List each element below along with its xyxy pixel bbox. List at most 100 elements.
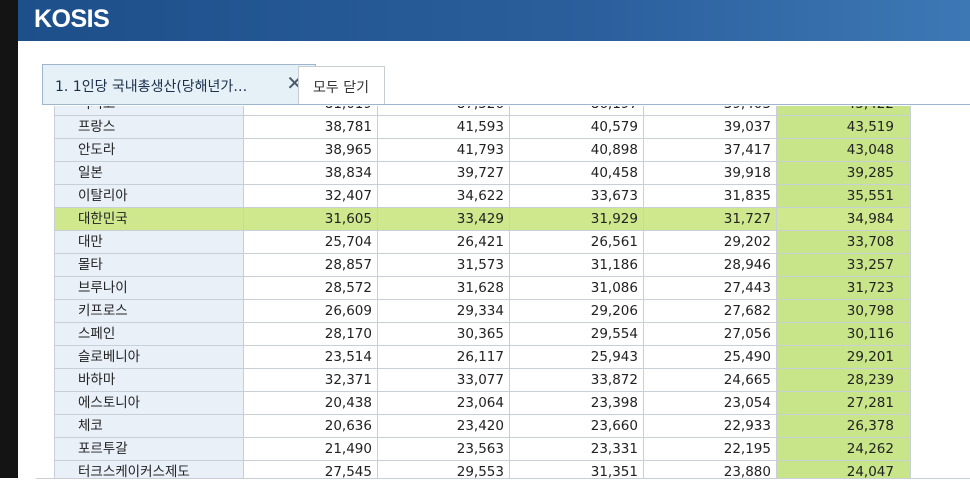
data-cell[interactable]: 30,365 <box>378 323 510 346</box>
data-cell[interactable]: 26,561 <box>510 231 644 254</box>
data-cell[interactable]: 38,781 <box>244 116 378 139</box>
data-cell[interactable]: 29,554 <box>510 323 644 346</box>
data-cell[interactable]: 23,398 <box>510 392 644 415</box>
data-cell[interactable]: 43,519 <box>777 116 911 139</box>
row-header-cell[interactable]: 터크스케이커스제도 <box>54 461 244 478</box>
data-cell[interactable]: 40,898 <box>510 139 644 162</box>
row-header-cell[interactable]: 키프로스 <box>54 300 244 323</box>
row-header-cell[interactable]: 안도라 <box>54 139 244 162</box>
row-header-cell[interactable]: 브루나이 <box>54 277 244 300</box>
data-cell[interactable]: 23,880 <box>644 461 777 478</box>
row-header-cell[interactable]: 대한민국 <box>54 208 244 231</box>
data-cell[interactable]: 33,872 <box>510 369 644 392</box>
data-cell[interactable]: 20,438 <box>244 392 378 415</box>
data-cell[interactable]: 31,186 <box>510 254 644 277</box>
data-cell[interactable]: 31,628 <box>378 277 510 300</box>
data-cell[interactable]: 43,048 <box>777 139 911 162</box>
data-cell[interactable]: 28,857 <box>244 254 378 277</box>
data-cell[interactable]: 30,116 <box>777 323 911 346</box>
row-header-cell[interactable]: 바하마 <box>54 369 244 392</box>
data-cell[interactable]: 34,984 <box>777 208 911 231</box>
data-cell[interactable]: 28,170 <box>244 323 378 346</box>
row-header-cell[interactable]: 일본 <box>54 162 244 185</box>
row-header-cell[interactable]: 포르투갈 <box>54 438 244 461</box>
row-header-cell[interactable]: 체코 <box>54 415 244 438</box>
data-cell[interactable]: 27,443 <box>644 277 777 300</box>
row-header-cell[interactable]: 대만 <box>54 231 244 254</box>
data-cell[interactable]: 29,206 <box>510 300 644 323</box>
data-cell[interactable]: 31,723 <box>777 277 911 300</box>
data-cell[interactable]: 41,793 <box>378 139 510 162</box>
row-header-cell[interactable]: 슬로베니아 <box>54 346 244 369</box>
data-cell[interactable]: 24,262 <box>777 438 911 461</box>
kosis-logo[interactable]: KOSIS <box>34 5 110 33</box>
data-cell[interactable]: 29,334 <box>378 300 510 323</box>
data-cell[interactable]: 25,943 <box>510 346 644 369</box>
data-cell[interactable]: 26,117 <box>378 346 510 369</box>
data-cell[interactable]: 24,665 <box>644 369 777 392</box>
data-cell[interactable]: 20,636 <box>244 415 378 438</box>
data-cell[interactable]: 86,197 <box>510 106 644 116</box>
data-cell[interactable]: 22,195 <box>644 438 777 461</box>
data-cell[interactable]: 29,201 <box>777 346 911 369</box>
data-cell[interactable]: 34,622 <box>378 185 510 208</box>
data-cell[interactable]: 31,835 <box>644 185 777 208</box>
data-cell[interactable]: 40,579 <box>510 116 644 139</box>
data-cell[interactable]: 28,946 <box>644 254 777 277</box>
data-cell[interactable]: 35,551 <box>777 185 911 208</box>
data-cell[interactable]: 87,526 <box>378 106 510 116</box>
data-cell[interactable]: 39,285 <box>777 162 911 185</box>
tab-gdp-per-capita[interactable]: 1. 1인당 국내총생산(당해년가… ✕ <box>42 64 316 104</box>
row-header-cell[interactable]: 이탈리아 <box>54 185 244 208</box>
data-cell[interactable]: 31,727 <box>644 208 777 231</box>
data-cell[interactable]: 21,490 <box>244 438 378 461</box>
data-cell[interactable]: 23,514 <box>244 346 378 369</box>
data-cell[interactable]: 29,553 <box>378 461 510 478</box>
data-cell[interactable]: 81,019 <box>244 106 378 116</box>
data-cell[interactable]: 31,929 <box>510 208 644 231</box>
data-cell[interactable]: 33,673 <box>510 185 644 208</box>
data-cell[interactable]: 28,572 <box>244 277 378 300</box>
data-cell[interactable]: 27,281 <box>777 392 911 415</box>
data-cell[interactable]: 31,573 <box>378 254 510 277</box>
data-cell[interactable]: 32,407 <box>244 185 378 208</box>
data-cell[interactable]: 24,047 <box>777 461 911 478</box>
data-cell[interactable]: 40,458 <box>510 162 644 185</box>
data-grid[interactable]: 멕시코81,01987,52686,19739,40345,422 프랑스38,7… <box>18 106 970 478</box>
data-cell[interactable]: 27,056 <box>644 323 777 346</box>
row-header-cell[interactable]: 멕시코 <box>54 106 244 116</box>
data-cell[interactable]: 38,965 <box>244 139 378 162</box>
data-cell[interactable]: 25,704 <box>244 231 378 254</box>
data-cell[interactable]: 39,403 <box>644 106 777 116</box>
data-cell[interactable]: 25,490 <box>644 346 777 369</box>
data-cell[interactable]: 26,421 <box>378 231 510 254</box>
close-all-tabs-button[interactable]: 모두 닫기 <box>298 66 385 104</box>
data-cell[interactable]: 27,545 <box>244 461 378 478</box>
data-cell[interactable]: 37,417 <box>644 139 777 162</box>
row-header-cell[interactable]: 에스토니아 <box>54 392 244 415</box>
data-cell[interactable]: 45,422 <box>777 106 911 116</box>
data-cell[interactable]: 29,202 <box>644 231 777 254</box>
data-cell[interactable]: 23,660 <box>510 415 644 438</box>
data-cell[interactable]: 31,605 <box>244 208 378 231</box>
row-header-cell[interactable]: 스페인 <box>54 323 244 346</box>
data-cell[interactable]: 27,682 <box>644 300 777 323</box>
data-cell[interactable]: 23,563 <box>378 438 510 461</box>
data-cell[interactable]: 23,420 <box>378 415 510 438</box>
data-cell[interactable]: 33,708 <box>777 231 911 254</box>
data-cell[interactable]: 39,918 <box>644 162 777 185</box>
data-cell[interactable]: 23,064 <box>378 392 510 415</box>
data-cell[interactable]: 28,239 <box>777 369 911 392</box>
data-cell[interactable]: 33,077 <box>378 369 510 392</box>
data-cell[interactable]: 38,834 <box>244 162 378 185</box>
data-cell[interactable]: 33,429 <box>378 208 510 231</box>
data-cell[interactable]: 23,054 <box>644 392 777 415</box>
data-cell[interactable]: 26,378 <box>777 415 911 438</box>
data-cell[interactable]: 26,609 <box>244 300 378 323</box>
data-cell[interactable]: 22,933 <box>644 415 777 438</box>
row-header-cell[interactable]: 몰타 <box>54 254 244 277</box>
data-cell[interactable]: 33,257 <box>777 254 911 277</box>
data-cell[interactable]: 41,593 <box>378 116 510 139</box>
row-header-cell[interactable]: 프랑스 <box>54 116 244 139</box>
data-cell[interactable]: 39,727 <box>378 162 510 185</box>
